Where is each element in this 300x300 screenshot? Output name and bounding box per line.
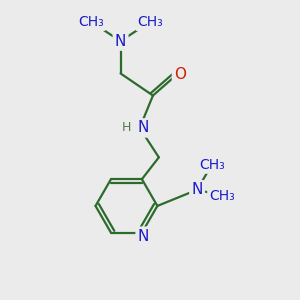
Text: CH₃: CH₃ bbox=[199, 158, 225, 172]
Text: N: N bbox=[138, 229, 149, 244]
Text: N: N bbox=[137, 120, 149, 135]
Text: CH₃: CH₃ bbox=[209, 189, 235, 202]
Text: N: N bbox=[191, 182, 203, 197]
Text: CH₃: CH₃ bbox=[137, 15, 163, 29]
Text: CH₃: CH₃ bbox=[78, 15, 104, 29]
Text: H: H bbox=[122, 122, 131, 134]
Text: O: O bbox=[174, 68, 186, 82]
Text: N: N bbox=[115, 34, 126, 49]
